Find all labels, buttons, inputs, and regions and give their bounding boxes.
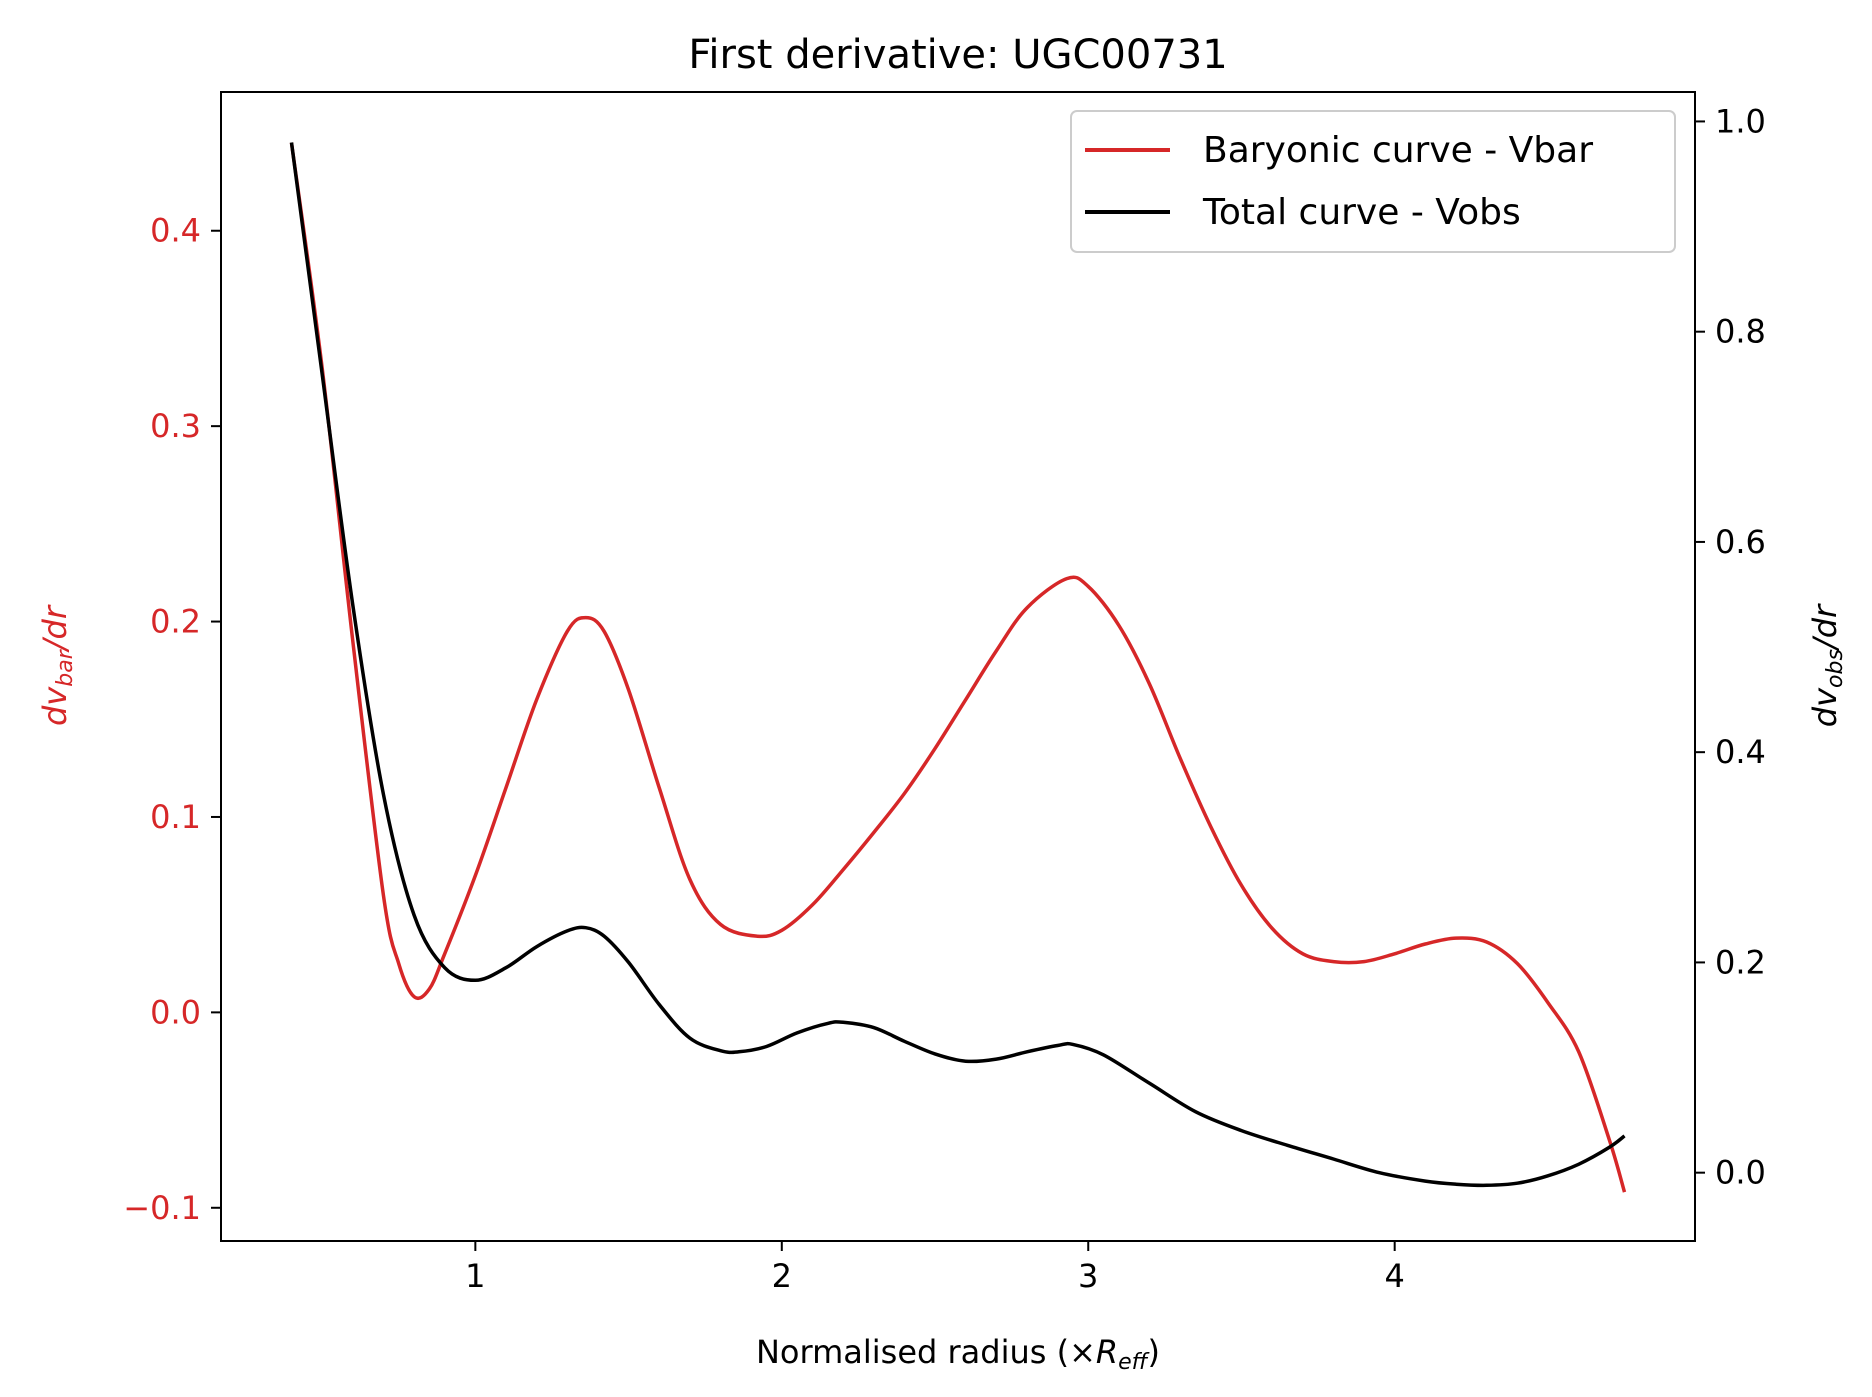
y-axis-left-label-prefix: dv xyxy=(36,686,74,726)
y-right-tick-label: 0.8 xyxy=(1715,313,1766,351)
y-axis-left-label-suffix: /dr xyxy=(36,604,74,653)
x-axis-label-sub: eff xyxy=(1118,1350,1150,1375)
y-axis-left-label: dvbar/dr xyxy=(36,604,78,726)
plot-frame xyxy=(220,91,1696,1242)
series-line-vbar xyxy=(289,142,1627,1193)
x-tick-label: 3 xyxy=(1078,1257,1098,1295)
x-axis-label-prefix: Normalised radius (× xyxy=(756,1333,1096,1371)
legend-box xyxy=(1070,110,1676,253)
y-axis-right-label-sub: obs xyxy=(1823,649,1848,688)
chart-title: First derivative: UGC00731 xyxy=(688,32,1227,78)
y-axis-left-label-sub: bar xyxy=(53,648,78,686)
x-tick-label: 4 xyxy=(1385,1257,1405,1295)
legend-label-bar: Baryonic curve - Vbar xyxy=(1203,130,1593,171)
y-axis-right-label: dvobs/dr xyxy=(1806,603,1848,727)
y-left-tick-label: 0.3 xyxy=(150,407,201,445)
x-axis-label-symbol: R xyxy=(1096,1333,1118,1371)
legend: Baryonic curve - Vbar Total curve - Vobs xyxy=(1070,110,1676,253)
y-axis-right: 0.0 0.2 0.4 0.6 0.8 1.0 xyxy=(1695,102,1766,1192)
y-axis-right-label-suffix: /dr xyxy=(1806,603,1844,652)
y-right-tick-label: 0.0 xyxy=(1715,1154,1766,1192)
y-left-tick-label: 0.0 xyxy=(150,993,201,1031)
x-tick-label: 2 xyxy=(772,1257,792,1295)
y-axis-left: −0.1 0.0 0.1 0.2 0.3 0.4 xyxy=(123,212,221,1227)
y-left-tick-label: −0.1 xyxy=(123,1189,201,1227)
y-axis-right-label-prefix: dv xyxy=(1806,687,1844,727)
x-tick-label: 1 xyxy=(465,1257,485,1295)
y-right-tick-label: 0.2 xyxy=(1715,943,1766,981)
y-left-tick-label: 0.4 xyxy=(150,212,201,250)
plot-area xyxy=(289,142,1627,1193)
y-left-tick-label: 0.2 xyxy=(150,603,201,641)
y-right-tick-label: 0.4 xyxy=(1715,733,1766,771)
legend-label-obs: Total curve - Vobs xyxy=(1202,192,1521,233)
x-axis-label-suffix: ) xyxy=(1148,1333,1160,1371)
y-right-tick-label: 0.6 xyxy=(1715,523,1766,561)
y-right-tick-label: 1.0 xyxy=(1715,102,1766,140)
y-left-tick-label: 0.1 xyxy=(150,798,201,836)
x-axis-label: Normalised radius (×Reff) xyxy=(756,1333,1160,1375)
series-line-vobs xyxy=(289,142,1626,1188)
x-axis: 1 2 3 4 xyxy=(465,1241,1405,1295)
